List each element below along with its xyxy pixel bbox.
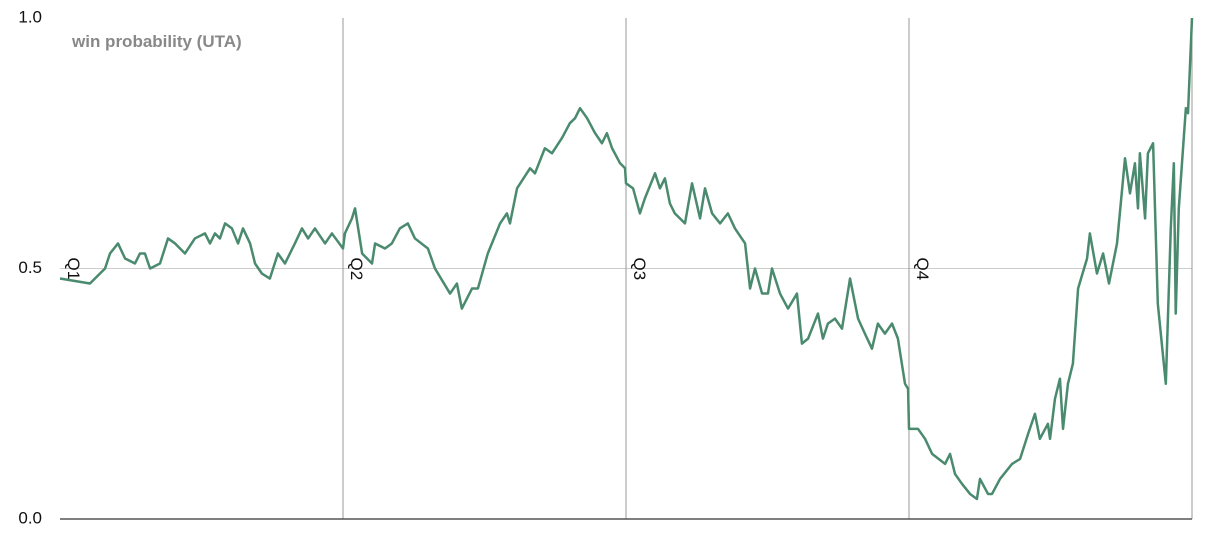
y-tick-label: 1.0 <box>18 7 42 26</box>
y-tick-label: 0.0 <box>18 508 42 527</box>
quarter-label: Q3 <box>630 258 649 281</box>
chart-title: win probability (UTA) <box>71 32 242 51</box>
y-tick-label: 0.5 <box>18 258 42 277</box>
quarter-label: Q4 <box>913 258 932 281</box>
quarter-label: Q1 <box>64 258 83 281</box>
quarter-label: Q2 <box>347 258 366 281</box>
win-probability-line <box>59 17 1194 501</box>
